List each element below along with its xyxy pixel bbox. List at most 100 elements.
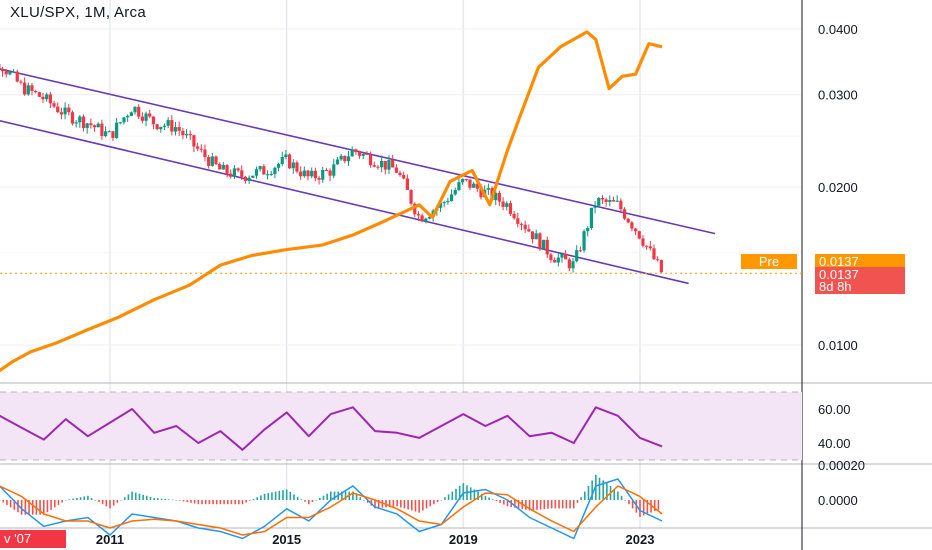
candle-body[interactable] <box>556 257 560 263</box>
candle-body[interactable] <box>221 165 225 170</box>
candle-body[interactable] <box>41 96 45 100</box>
candle-body[interactable] <box>302 170 306 177</box>
trend-channel[interactable] <box>0 63 716 285</box>
candle-body[interactable] <box>372 165 376 167</box>
candle-body[interactable] <box>225 165 229 174</box>
candle-body[interactable] <box>140 116 144 121</box>
candle-body[interactable] <box>512 213 516 219</box>
candle-body[interactable] <box>151 116 156 125</box>
candle-body[interactable] <box>427 216 432 219</box>
candle-body[interactable] <box>446 201 450 203</box>
candle-body[interactable] <box>538 233 542 250</box>
candle-body[interactable] <box>350 149 354 157</box>
candle-body[interactable] <box>8 71 12 75</box>
candle-body[interactable] <box>313 170 317 179</box>
candle-body[interactable] <box>236 168 240 171</box>
candle-body[interactable] <box>295 162 299 172</box>
candle-body[interactable] <box>545 239 549 255</box>
candle-body[interactable] <box>210 156 214 166</box>
candle-body[interactable] <box>567 259 571 269</box>
candle-body[interactable] <box>332 164 336 176</box>
candle-body[interactable] <box>100 123 104 137</box>
candle-body[interactable] <box>214 156 218 165</box>
candle-body[interactable] <box>633 228 638 232</box>
candle-body[interactable] <box>81 116 86 129</box>
candle-body[interactable] <box>251 175 255 178</box>
candle-body[interactable] <box>354 149 358 153</box>
candle-body[interactable] <box>402 174 406 179</box>
candle-body[interactable] <box>103 131 108 137</box>
candle-body[interactable] <box>604 199 608 202</box>
candle-body[interactable] <box>133 106 137 113</box>
candle-body[interactable] <box>115 122 119 138</box>
candle-body[interactable] <box>129 112 133 116</box>
candle-body[interactable] <box>523 224 527 230</box>
candle-body[interactable] <box>611 200 616 202</box>
candle-body[interactable] <box>648 246 652 249</box>
channel-upper-line[interactable] <box>0 63 716 235</box>
candle-body[interactable] <box>310 170 314 177</box>
candle-body[interactable] <box>549 254 553 261</box>
candle-body[interactable] <box>361 153 365 156</box>
candle-body[interactable] <box>321 169 325 180</box>
candle-body[interactable] <box>652 248 656 260</box>
candle-body[interactable] <box>254 169 259 176</box>
candle-body[interactable] <box>622 209 627 219</box>
candle-body[interactable] <box>637 231 641 239</box>
macd-line[interactable] <box>0 478 663 540</box>
signal-line[interactable] <box>0 485 663 536</box>
candle-body[interactable] <box>23 82 27 95</box>
candle-body[interactable] <box>203 149 207 158</box>
candle-body[interactable] <box>656 259 660 261</box>
candle-body[interactable] <box>564 253 568 260</box>
candle-body[interactable] <box>553 260 557 263</box>
candle-body[interactable] <box>578 250 582 252</box>
candle-body[interactable] <box>416 214 421 216</box>
candle-body[interactable] <box>626 218 630 223</box>
candle-body[interactable] <box>582 231 586 251</box>
candle-body[interactable] <box>530 231 535 240</box>
candle-body[interactable] <box>394 167 398 173</box>
overlay-line-series[interactable] <box>0 30 663 377</box>
candle-body[interactable] <box>589 207 594 229</box>
candle-body[interactable] <box>405 178 409 190</box>
candle-body[interactable] <box>299 171 303 177</box>
macd-series[interactable] <box>0 474 663 540</box>
candle-body[interactable] <box>659 260 663 273</box>
candle-body[interactable] <box>291 162 295 169</box>
candle-body[interactable] <box>240 170 244 177</box>
candle-body[interactable] <box>192 135 196 147</box>
candle-body[interactable] <box>59 112 64 115</box>
candle-body[interactable] <box>111 131 115 138</box>
candle-body[interactable] <box>438 202 443 208</box>
candle-body[interactable] <box>273 167 277 174</box>
candle-body[interactable] <box>37 92 41 97</box>
candle-body[interactable] <box>328 170 332 176</box>
candle-body[interactable] <box>199 148 203 150</box>
candle-body[interactable] <box>184 134 189 136</box>
candle-body[interactable] <box>365 153 369 155</box>
candle-body[interactable] <box>26 85 30 95</box>
candle-body[interactable] <box>575 250 579 262</box>
candle-body[interactable] <box>229 173 233 177</box>
candle-body[interactable] <box>501 201 505 207</box>
candle-body[interactable] <box>460 179 465 183</box>
candle-body[interactable] <box>453 190 457 195</box>
candle-body[interactable] <box>181 130 185 136</box>
candle-body[interactable] <box>486 188 490 190</box>
candle-body[interactable] <box>449 194 454 202</box>
candle-body[interactable] <box>78 116 82 123</box>
candle-body[interactable] <box>173 127 178 132</box>
candle-body[interactable] <box>475 183 479 189</box>
rsi-series[interactable] <box>0 404 663 451</box>
candle-body[interactable] <box>30 85 34 91</box>
candle-body[interactable] <box>597 198 601 206</box>
time-axis[interactable]: 2011 2015 2019 2023 <box>96 532 655 547</box>
candle-body[interactable] <box>67 107 71 113</box>
candle-body[interactable] <box>262 166 266 175</box>
candle-body[interactable] <box>343 155 347 162</box>
candle-body[interactable] <box>608 200 612 202</box>
candle-body[interactable] <box>534 233 538 240</box>
candle-body[interactable] <box>96 123 100 128</box>
candle-body[interactable] <box>409 189 413 204</box>
